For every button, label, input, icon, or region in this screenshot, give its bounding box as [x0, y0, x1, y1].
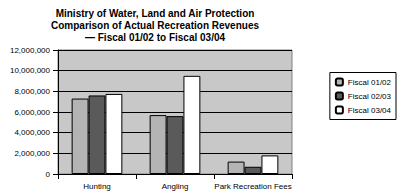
svg-text:Comparison of Actual Recreatio: Comparison of Actual Recreation Revenues — [51, 20, 259, 31]
svg-text:Ministry of Water, Land and Ai: Ministry of Water, Land and Air Protecti… — [56, 8, 255, 19]
svg-text:4,000,000: 4,000,000 — [14, 128, 50, 137]
svg-text:8,000,000: 8,000,000 — [14, 87, 50, 96]
svg-text:0: 0 — [46, 170, 51, 179]
svg-text:Fiscal 03/04: Fiscal 03/04 — [348, 106, 392, 115]
svg-text:10,000,000: 10,000,000 — [10, 66, 51, 75]
svg-text:Hunting: Hunting — [83, 182, 111, 191]
svg-text:Angling: Angling — [162, 182, 189, 191]
svg-text:6,000,000: 6,000,000 — [14, 108, 50, 117]
svg-text:Fiscal 02/03: Fiscal 02/03 — [348, 92, 392, 101]
svg-text:12,000,000: 12,000,000 — [10, 46, 51, 55]
svg-text:2,000,000: 2,000,000 — [14, 149, 50, 158]
svg-text:— Fiscal 01/02 to Fiscal 03/04: — Fiscal 01/02 to Fiscal 03/04 — [85, 32, 226, 43]
svg-text:Park Recreation Fees: Park Recreation Fees — [214, 182, 291, 191]
svg-text:Fiscal 01/02: Fiscal 01/02 — [348, 78, 392, 87]
